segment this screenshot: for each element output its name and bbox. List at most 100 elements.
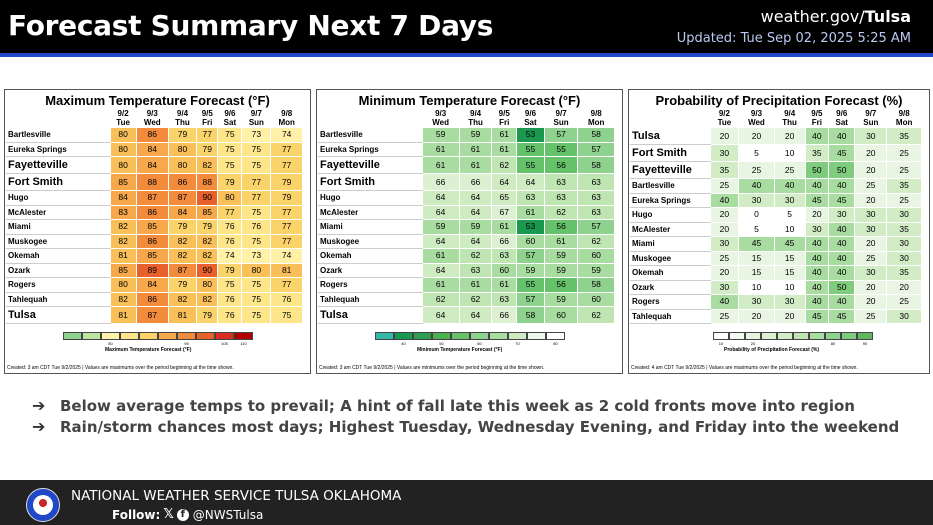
pop-value-cell: 10	[773, 221, 806, 237]
location-name: Fayetteville	[6, 156, 110, 174]
legend-tick-label	[777, 341, 793, 346]
site-office: Tulsa	[864, 7, 911, 26]
min-temp-value-cell: 62	[421, 291, 460, 307]
legend-swatch	[508, 332, 527, 340]
pop-footnote: Created: 4 am CDT Tue 9/2/2025 | Values …	[631, 365, 858, 371]
legend-tick-label: 110	[240, 341, 247, 346]
legend-tick-label: 40	[401, 341, 406, 346]
legend-tick-label: 70	[515, 341, 520, 346]
max-temp-value-cell: 75	[241, 233, 272, 249]
location-name: Miami	[318, 219, 422, 235]
location-name: Tahlequah	[6, 292, 110, 307]
pop-value-cell: 45	[804, 192, 830, 208]
location-name: Fort Smith	[630, 144, 710, 162]
pop-value-cell: 25	[854, 308, 888, 324]
pop-date-label: 9/7	[854, 109, 887, 118]
max-temp-value-cell: 75	[217, 156, 243, 174]
header-spacer	[6, 109, 110, 118]
min-temp-value-cell: 61	[421, 277, 460, 293]
header-accent-rule	[0, 53, 933, 57]
max-temp-day-label: Thu	[168, 118, 197, 128]
max-temp-value-cell: 77	[270, 141, 303, 157]
min-temp-table: 9/3 9/4 9/5 9/6 9/7 9/8 Wed Thu Fri Sat Sun Mon Bart…	[318, 109, 615, 324]
max-temp-value-cell: 74	[217, 248, 243, 264]
header-spacer	[630, 118, 710, 128]
max-temp-value-cell: 88	[196, 173, 219, 191]
legend-tick-label	[139, 341, 158, 346]
max-temp-value-cell: 80	[109, 156, 137, 174]
pop-value-cell: 15	[773, 265, 806, 281]
pop-value-cell: 15	[773, 250, 806, 266]
pop-value-cell: 15	[738, 265, 775, 281]
max-temp-value-cell: 84	[135, 156, 169, 174]
social-handle[interactable]: @NWSTulsa	[192, 507, 264, 522]
pop-value-cell: 40	[804, 279, 830, 295]
pop-value-cell: 30	[773, 192, 806, 208]
min-temp-value-cell: 63	[491, 248, 518, 264]
max-temp-day-label: Wed	[136, 118, 169, 128]
pop-value-cell: 30	[828, 207, 856, 223]
key-message-text: Below average temps to prevail; A hint o…	[60, 396, 855, 415]
min-temp-date-label: 9/5	[491, 109, 517, 118]
pop-value-cell: 40	[804, 294, 830, 310]
max-temp-value-cell: 83	[109, 204, 137, 220]
pop-value-cell: 35	[886, 265, 922, 281]
legend-swatch	[120, 332, 139, 340]
pop-value-cell: 30	[709, 279, 740, 295]
pop-value-cell: 20	[854, 294, 888, 310]
max-temp-value-cell: 88	[135, 173, 169, 191]
max-temp-value-cell: 74	[270, 127, 303, 143]
max-temp-value-cell: 76	[217, 219, 243, 235]
legend-tick-label	[527, 341, 546, 346]
table-row: Ozark 30 10 10 40 50 20 20	[630, 279, 922, 295]
legend-swatch	[139, 332, 158, 340]
min-temp-legend-label: Minimum Temperature Forecast (°F)	[417, 347, 503, 353]
legend-swatch	[177, 332, 196, 340]
table-row: Okemah 20 15 15 40 40 30 35	[630, 265, 922, 281]
min-temp-date-label: 9/6	[516, 109, 545, 118]
max-temp-value-cell: 82	[167, 233, 198, 249]
location-name: Ozark	[318, 263, 422, 278]
max-temp-value-cell: 90	[196, 190, 219, 206]
max-temp-date-label: 9/3	[136, 109, 169, 118]
min-temp-day-label: Wed	[422, 118, 460, 128]
x-twitter-icon[interactable]: 𝕏	[163, 507, 174, 522]
min-temp-value-cell: 66	[421, 173, 460, 191]
table-row: Miami 82 85 79 79 76 76 77	[6, 219, 303, 235]
legend-swatch	[234, 332, 253, 340]
min-temp-value-cell: 59	[577, 262, 615, 278]
legend-tick-label	[809, 341, 825, 346]
location-name: Muskogee	[6, 234, 110, 249]
min-temp-day-label: Fri	[491, 118, 517, 128]
pop-value-cell: 45	[828, 144, 856, 162]
max-temp-value-cell: 79	[217, 173, 243, 191]
max-temp-value-cell: 82	[167, 291, 198, 307]
pop-value-cell: 25	[709, 178, 740, 194]
legend-swatch	[825, 332, 841, 340]
min-temp-date-label: 9/4	[459, 109, 492, 118]
pop-value-cell: 30	[738, 192, 775, 208]
legend-tick-label	[196, 341, 215, 346]
location-name: Hugo	[630, 207, 710, 223]
pop-value-cell: 20	[709, 207, 740, 223]
facebook-icon[interactable]: f	[176, 508, 189, 521]
key-message-1: ➔ Below average temps to prevail; A hint…	[32, 395, 899, 416]
pop-value-cell: 10	[773, 144, 806, 162]
min-temp-value-cell: 63	[543, 173, 579, 191]
pop-value-cell: 30	[709, 144, 740, 162]
pop-value-cell: 40	[738, 178, 775, 194]
min-temp-value-cell: 60	[577, 248, 615, 264]
pop-value-cell: 25	[709, 250, 740, 266]
pop-value-cell: 45	[828, 308, 856, 324]
max-temp-date-label: 9/7	[241, 109, 271, 118]
min-temp-value-cell: 57	[516, 248, 545, 264]
location-name: Tahlequah	[318, 292, 422, 307]
table-row: Tulsa 64 64 66 58 60 62	[318, 306, 615, 324]
pop-value-cell: 40	[804, 236, 830, 252]
pop-table: 9/2 9/3 9/4 9/5 9/6 9/7 9/8 Tue Wed Thu Fri Sat Sun M…	[630, 109, 922, 324]
pop-value-cell: 10	[773, 279, 806, 295]
header-spacer	[318, 109, 422, 118]
max-temp-value-cell: 84	[167, 204, 198, 220]
website-link[interactable]: weather.gov/Tulsa	[761, 7, 911, 26]
